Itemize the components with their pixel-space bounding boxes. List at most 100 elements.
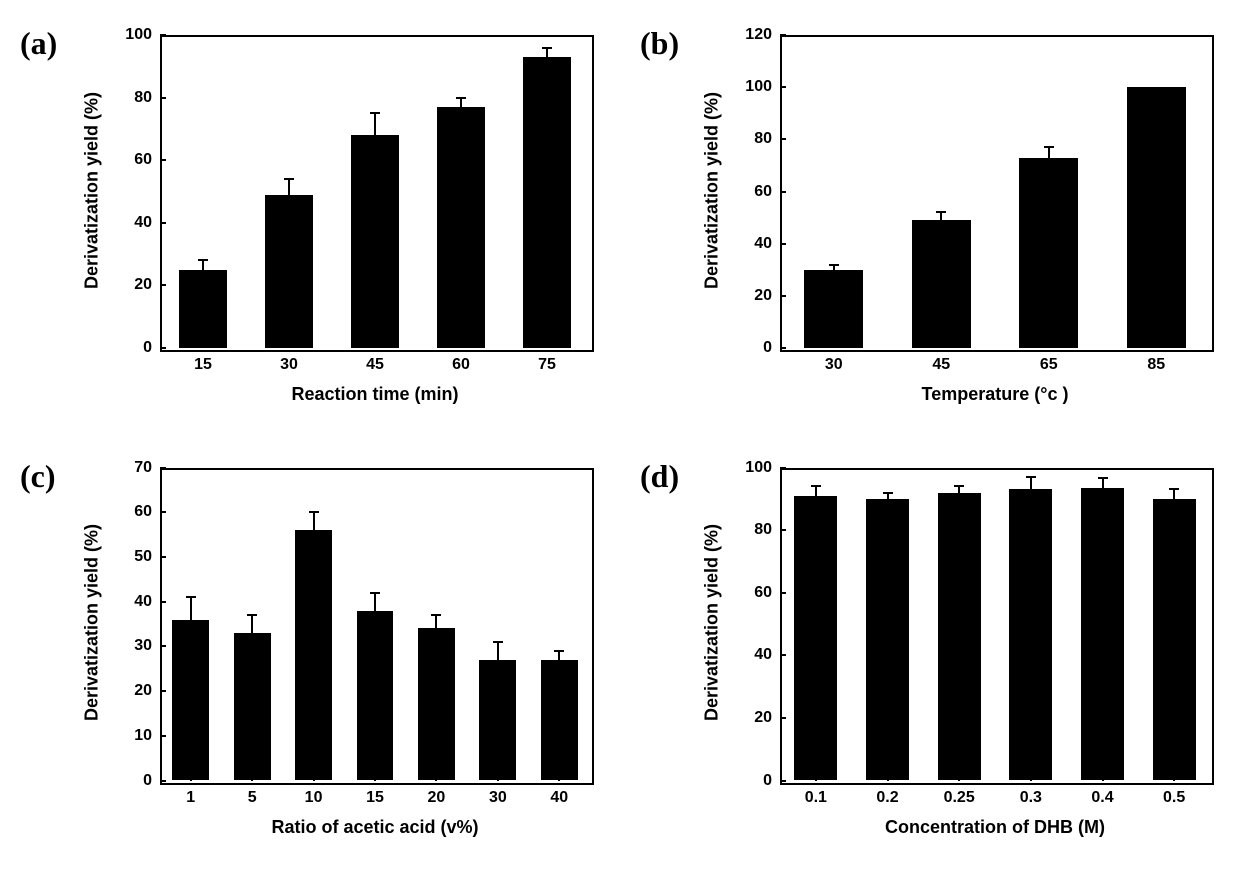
chart-a: 0204060801001530456075Derivatization yie…	[70, 20, 600, 423]
y-tick-label: 70	[120, 459, 152, 477]
panel-d: (d) 0204060801000.10.20.250.30.40.5Deriv…	[640, 453, 1220, 856]
x-axis-label: Ratio of acetic acid (v%)	[160, 817, 590, 838]
y-tick-label: 100	[740, 459, 772, 477]
panel-b: (b) 02040608010012030456585Derivatizatio…	[640, 20, 1220, 423]
y-tick-mark	[780, 529, 786, 531]
x-tick-mark	[497, 775, 499, 781]
x-tick-label: 30	[825, 356, 843, 374]
y-tick-mark	[160, 97, 166, 99]
y-tick-mark	[780, 138, 786, 140]
chart-bar	[1127, 87, 1186, 348]
error-cap	[186, 596, 196, 598]
panel-b-label: (b)	[640, 20, 690, 423]
chart-bar	[265, 195, 312, 348]
y-tick-mark	[780, 717, 786, 719]
y-tick-label: 20	[740, 287, 772, 305]
x-tick-mark	[1048, 342, 1050, 348]
error-cap	[370, 112, 380, 114]
x-tick-mark	[958, 775, 960, 781]
y-tick-mark	[160, 556, 166, 558]
x-tick-label: 10	[305, 789, 323, 807]
error-bar	[546, 48, 548, 57]
x-tick-mark	[374, 342, 376, 348]
x-tick-label: 0.1	[805, 789, 827, 807]
error-bar	[460, 98, 462, 107]
y-axis-label: Derivatization yield (%)	[82, 90, 103, 290]
chart-c: 010203040506070151015203040Derivatizatio…	[70, 453, 600, 856]
x-tick-mark	[1173, 775, 1175, 781]
x-tick-label: 30	[489, 789, 507, 807]
x-tick-label: 15	[366, 789, 384, 807]
error-cap	[1044, 146, 1054, 148]
error-cap	[1098, 477, 1108, 479]
error-cap	[554, 650, 564, 652]
chart-bar	[172, 620, 209, 781]
y-tick-label: 20	[120, 276, 152, 294]
x-tick-mark	[460, 342, 462, 348]
y-tick-mark	[160, 645, 166, 647]
chart-bar	[295, 530, 332, 780]
error-bar	[190, 597, 192, 619]
error-cap	[198, 259, 208, 261]
y-tick-label: 40	[120, 593, 152, 611]
y-tick-mark	[160, 347, 166, 349]
y-tick-label: 20	[740, 709, 772, 727]
y-tick-mark	[780, 780, 786, 782]
x-tick-label: 0.2	[876, 789, 898, 807]
y-tick-label: 0	[120, 339, 152, 357]
chart-bar	[804, 270, 863, 348]
y-tick-label: 0	[740, 339, 772, 357]
y-tick-mark	[160, 601, 166, 603]
x-tick-mark	[1030, 775, 1032, 781]
chart-bar	[1019, 158, 1078, 348]
y-axis-label: Derivatization yield (%)	[82, 523, 103, 723]
x-tick-label: 60	[452, 356, 470, 374]
chart-bar	[418, 628, 455, 780]
chart-bar	[351, 135, 398, 348]
error-cap	[456, 97, 466, 99]
y-tick-label: 50	[120, 548, 152, 566]
chart-bar	[794, 496, 837, 781]
error-cap	[1026, 476, 1036, 478]
panel-c: (c) 010203040506070151015203040Derivatiz…	[20, 453, 600, 856]
y-tick-label: 60	[120, 503, 152, 521]
error-bar	[815, 486, 817, 495]
y-tick-mark	[780, 191, 786, 193]
y-tick-mark	[780, 295, 786, 297]
error-bar	[1030, 477, 1032, 490]
x-tick-mark	[887, 775, 889, 781]
y-tick-label: 0	[740, 772, 772, 790]
y-tick-label: 40	[120, 214, 152, 232]
panel-a-label: (a)	[20, 20, 70, 423]
y-tick-mark	[160, 284, 166, 286]
figure-grid: (a) 0204060801001530456075Derivatization…	[20, 20, 1220, 855]
x-tick-mark	[815, 775, 817, 781]
x-tick-mark	[288, 342, 290, 348]
y-tick-mark	[780, 654, 786, 656]
y-tick-label: 20	[120, 682, 152, 700]
y-axis-label: Derivatization yield (%)	[702, 523, 723, 723]
error-bar	[1102, 478, 1104, 487]
chart-bar	[1081, 488, 1124, 781]
chart-bar	[357, 611, 394, 781]
error-cap	[493, 641, 503, 643]
y-tick-mark	[780, 467, 786, 469]
error-cap	[370, 592, 380, 594]
chart-bar	[1009, 489, 1052, 780]
y-tick-label: 100	[740, 78, 772, 96]
x-tick-label: 85	[1147, 356, 1165, 374]
error-cap	[284, 178, 294, 180]
y-tick-mark	[160, 690, 166, 692]
y-tick-mark	[160, 780, 166, 782]
y-tick-mark	[780, 34, 786, 36]
y-tick-label: 60	[740, 183, 772, 201]
y-tick-label: 0	[120, 772, 152, 790]
x-tick-mark	[546, 342, 548, 348]
error-bar	[374, 593, 376, 611]
y-tick-label: 30	[120, 637, 152, 655]
x-tick-label: 30	[280, 356, 298, 374]
error-cap	[883, 492, 893, 494]
error-bar	[374, 113, 376, 135]
x-tick-mark	[190, 775, 192, 781]
chart-bar	[479, 660, 516, 781]
